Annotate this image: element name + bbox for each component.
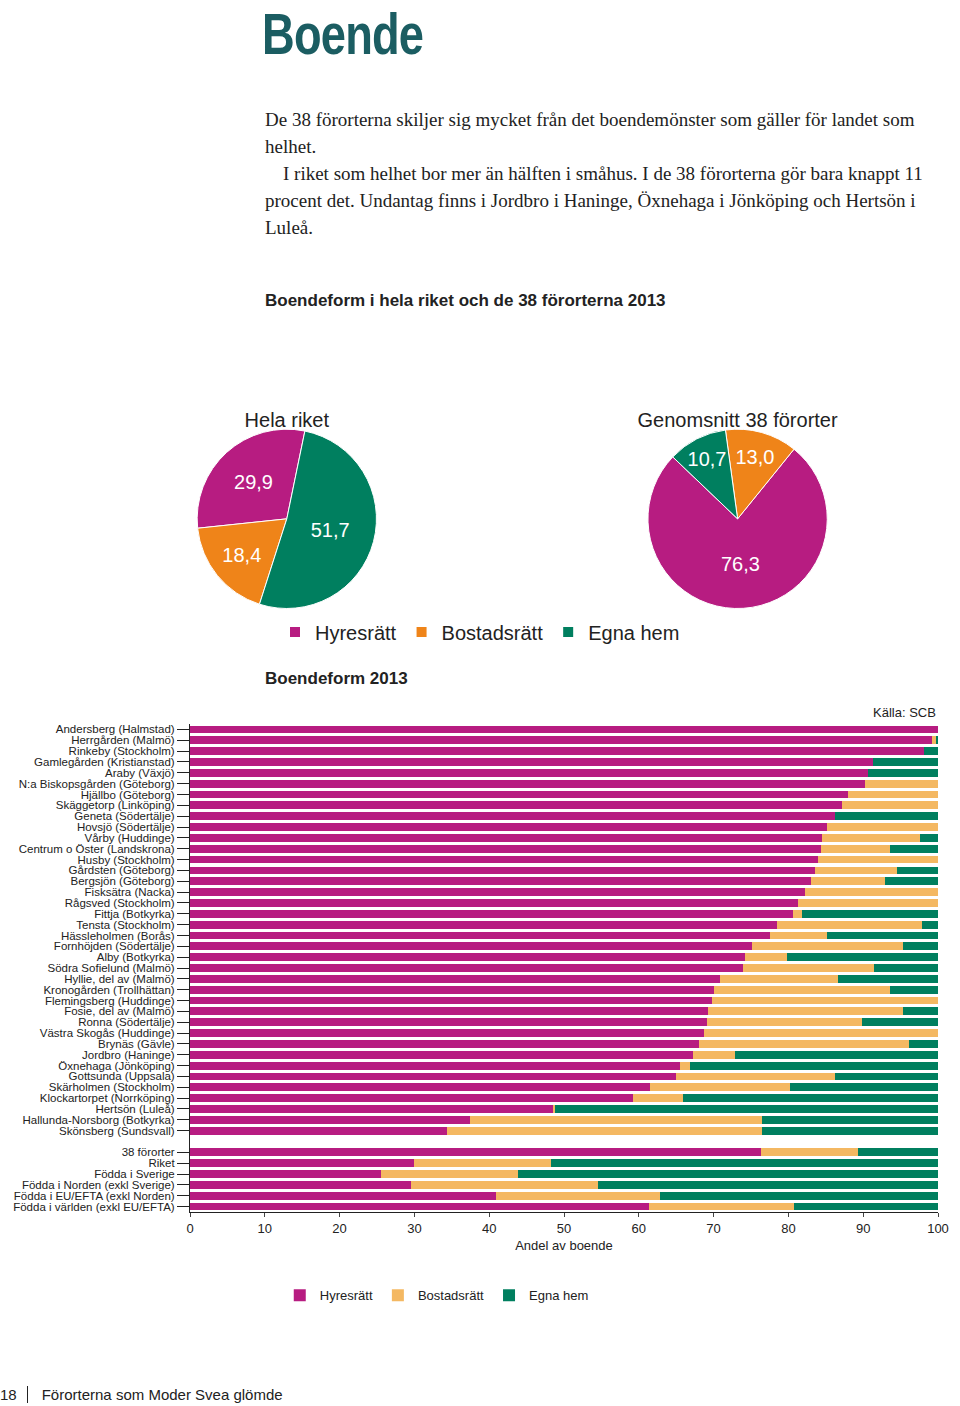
svg-text:76,3: 76,3 xyxy=(721,553,760,575)
svg-text:Andersberg (Halmstad): Andersberg (Halmstad) xyxy=(56,723,175,735)
svg-text:38 förorter: 38 förorter xyxy=(122,1146,175,1158)
svg-text:Födda i EU/EFTA (exkl Norden): Födda i EU/EFTA (exkl Norden) xyxy=(14,1190,175,1202)
svg-text:13,0: 13,0 xyxy=(735,446,774,468)
svg-text:Födda i världen (exkl EU/EFTA): Födda i världen (exkl EU/EFTA) xyxy=(13,1201,175,1213)
svg-text:Gårdsten (Göteborg): Gårdsten (Göteborg) xyxy=(69,864,175,876)
svg-text:30: 30 xyxy=(407,1221,421,1236)
svg-text:Skärholmen (Stockholm): Skärholmen (Stockholm) xyxy=(49,1081,175,1093)
svg-text:Genomsnitt 38 förorter: Genomsnitt 38 förorter xyxy=(638,409,838,431)
svg-text:Skäggetorp (Linköping): Skäggetorp (Linköping) xyxy=(56,799,175,811)
svg-text:60: 60 xyxy=(632,1221,646,1236)
svg-text:Jordbro (Haninge): Jordbro (Haninge) xyxy=(82,1049,175,1061)
svg-text:Kronogården (Trollhättan): Kronogården (Trollhättan) xyxy=(43,984,174,996)
svg-text:Rågsved (Stockholm): Rågsved (Stockholm) xyxy=(65,897,175,909)
svg-text:Egna hem: Egna hem xyxy=(529,1288,588,1303)
svg-text:Fittja (Botkyrka): Fittja (Botkyrka) xyxy=(94,908,175,920)
svg-text:Fisksätra (Nacka): Fisksätra (Nacka) xyxy=(85,886,175,898)
svg-text:Vårby (Huddinge): Vårby (Huddinge) xyxy=(85,832,175,844)
svg-text:Centrum o Öster (Landskrona): Centrum o Öster (Landskrona) xyxy=(19,843,175,855)
svg-text:50: 50 xyxy=(557,1221,571,1236)
svg-text:Källa: SCB: Källa: SCB xyxy=(873,705,936,720)
svg-text:Hyresrätt: Hyresrätt xyxy=(320,1288,373,1303)
svg-text:Skönsberg (Sundsvall): Skönsberg (Sundsvall) xyxy=(59,1125,175,1137)
svg-text:Flemingsberg (Huddinge): Flemingsberg (Huddinge) xyxy=(45,995,175,1007)
svg-text:Gottsunda (Uppsala): Gottsunda (Uppsala) xyxy=(69,1070,175,1082)
svg-text:Riket: Riket xyxy=(148,1157,175,1169)
svg-text:Gamlegården (Kristianstad): Gamlegården (Kristianstad) xyxy=(34,756,175,768)
svg-text:Hela riket: Hela riket xyxy=(245,409,330,431)
svg-text:70: 70 xyxy=(706,1221,720,1236)
svg-text:51,7: 51,7 xyxy=(311,519,350,541)
svg-text:Egna hem: Egna hem xyxy=(588,622,679,644)
svg-text:Hässleholmen (Borås): Hässleholmen (Borås) xyxy=(61,929,175,941)
svg-text:80: 80 xyxy=(781,1221,795,1236)
svg-text:Klockartorpet (Norrköping): Klockartorpet (Norrköping) xyxy=(40,1092,175,1104)
svg-text:Geneta (Södertälje): Geneta (Södertälje) xyxy=(74,810,175,822)
svg-text:Alby (Botkyrka): Alby (Botkyrka) xyxy=(97,951,175,963)
svg-text:29,9: 29,9 xyxy=(234,471,273,493)
svg-text:Födda i Norden (exkl Sverige): Födda i Norden (exkl Sverige) xyxy=(22,1179,175,1191)
svg-text:Födda i Sverige: Födda i Sverige xyxy=(94,1168,175,1180)
svg-text:Hovsjö (Södertälje): Hovsjö (Södertälje) xyxy=(77,821,175,833)
svg-text:Araby (Växjö): Araby (Växjö) xyxy=(105,767,175,779)
svg-text:Hyresrätt: Hyresrätt xyxy=(315,622,397,644)
svg-text:Fosie, del av (Malmö): Fosie, del av (Malmö) xyxy=(64,1005,175,1017)
svg-text:Herrgården (Malmö): Herrgården (Malmö) xyxy=(71,734,175,746)
svg-text:Hertsön (Luleå): Hertsön (Luleå) xyxy=(95,1103,174,1115)
svg-text:20: 20 xyxy=(332,1221,346,1236)
html-text:I riket som helhet bor mer än: I riket som helhet bor mer än hälften i … xyxy=(265,163,923,238)
svg-text:100: 100 xyxy=(927,1221,949,1236)
svg-text:Bostadsrätt: Bostadsrätt xyxy=(442,622,544,644)
svg-text:10,7: 10,7 xyxy=(688,448,727,470)
svg-text:18,4: 18,4 xyxy=(222,544,261,566)
svg-text:Boendeform 2013: Boendeform 2013 xyxy=(265,669,408,688)
svg-text:Boendeform i hela riket och de: Boendeform i hela riket och de 38 förort… xyxy=(265,291,666,310)
svg-text:Hallunda-Norsborg (Botkyrka): Hallunda-Norsborg (Botkyrka) xyxy=(23,1114,175,1126)
svg-text:10: 10 xyxy=(258,1221,272,1236)
svg-text:Brynäs (Gävle): Brynäs (Gävle) xyxy=(98,1038,175,1050)
svg-text:Fornhöjden (Södertälje): Fornhöjden (Södertälje) xyxy=(54,940,175,952)
svg-text:Rinkeby (Stockholm): Rinkeby (Stockholm) xyxy=(69,745,175,757)
html-text:18: 18 xyxy=(0,1386,17,1403)
svg-text:Andel av boende: Andel av boende xyxy=(515,1238,613,1253)
svg-text:Bostadsrätt: Bostadsrätt xyxy=(418,1288,484,1303)
svg-text:Hyllie, del av (Malmö): Hyllie, del av (Malmö) xyxy=(64,973,175,985)
svg-text:Öxnehaga (Jönköping): Öxnehaga (Jönköping) xyxy=(58,1060,175,1072)
html-text:De 38 förorterna skiljer sig m: De 38 förorterna skiljer sig mycket från… xyxy=(265,109,915,157)
svg-text:90: 90 xyxy=(856,1221,870,1236)
svg-text:40: 40 xyxy=(482,1221,496,1236)
svg-text:Bergsjön (Göteborg): Bergsjön (Göteborg) xyxy=(70,875,174,887)
svg-text:Västra Skogås (Huddinge): Västra Skogås (Huddinge) xyxy=(40,1027,175,1039)
svg-text:0: 0 xyxy=(186,1221,193,1236)
html-text:Förorterna som Moder Svea glöm: Förorterna som Moder Svea glömde xyxy=(41,1386,283,1403)
html-text:Boende: Boende xyxy=(262,1,424,66)
svg-text:N:a Biskopsgården (Göteborg): N:a Biskopsgården (Göteborg) xyxy=(19,778,175,790)
svg-text:Ronna (Södertälje): Ronna (Södertälje) xyxy=(78,1016,175,1028)
svg-text:Tensta (Stockholm): Tensta (Stockholm) xyxy=(76,919,175,931)
svg-text:Husby (Stockholm): Husby (Stockholm) xyxy=(78,854,175,866)
svg-text:Hjällbo (Göteborg): Hjällbo (Göteborg) xyxy=(81,789,175,801)
svg-text:Södra Sofielund (Malmö): Södra Sofielund (Malmö) xyxy=(47,962,174,974)
